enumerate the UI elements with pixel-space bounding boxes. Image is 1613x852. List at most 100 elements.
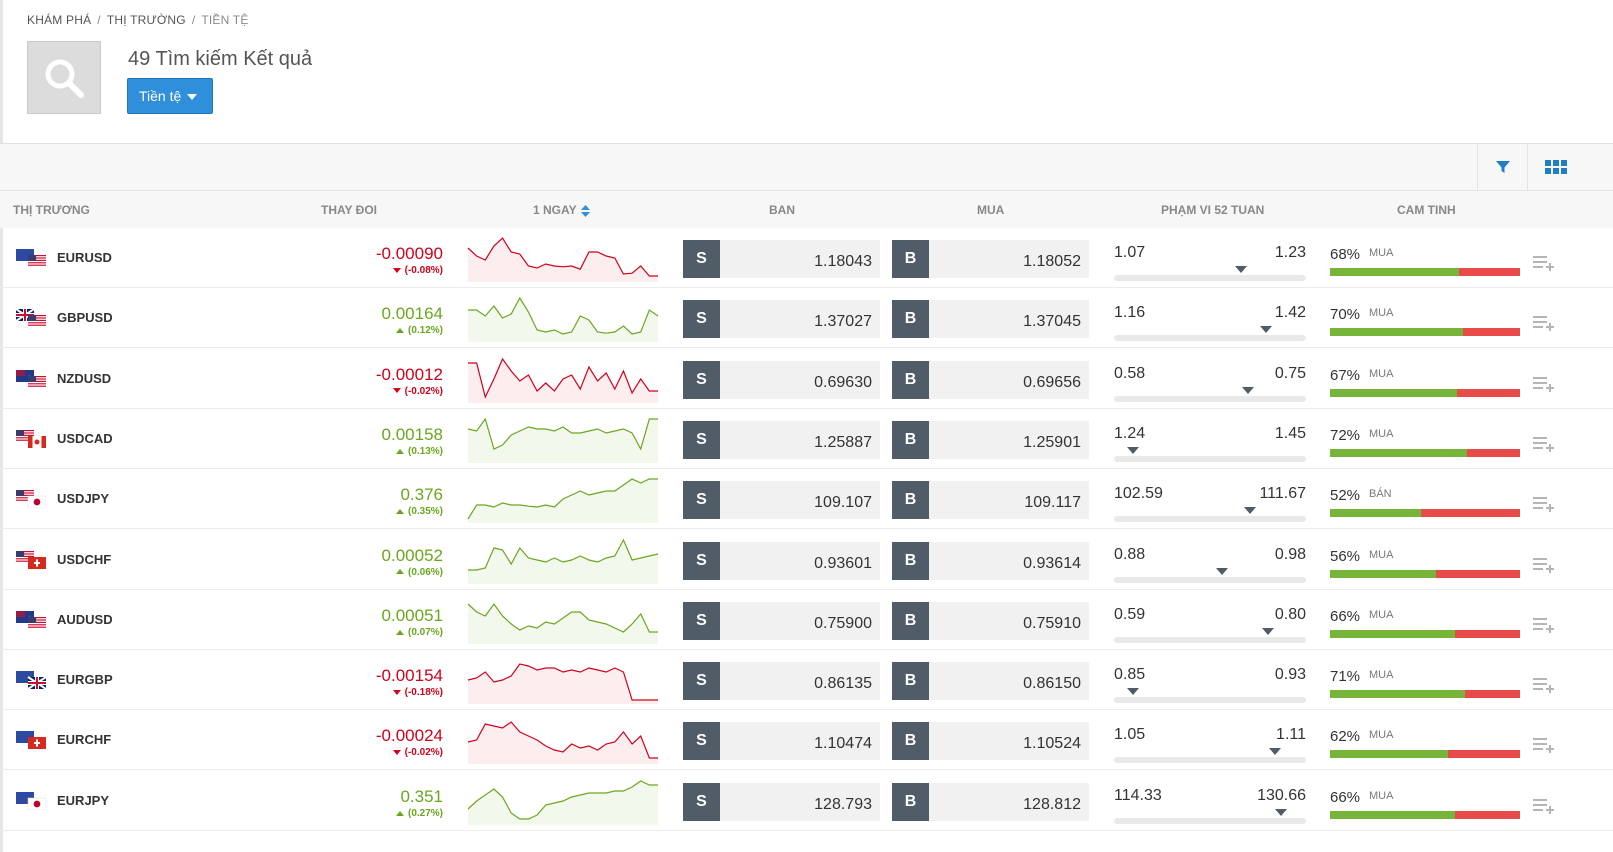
- range-52-week: 1.16 1.42: [1114, 304, 1306, 342]
- add-to-watchlist-icon[interactable]: [1533, 676, 1555, 694]
- add-to-watchlist-icon[interactable]: [1533, 616, 1555, 634]
- change-value: 0.00158: [381, 424, 443, 444]
- sell-button[interactable]: S 0.93601: [683, 541, 880, 580]
- sell-button[interactable]: S 0.69630: [683, 360, 880, 399]
- table-row[interactable]: EURUSD -0.00090 (-0.08%) S 1.18043 B 1.1…: [0, 228, 1613, 288]
- sell-button[interactable]: S 1.10474: [683, 722, 880, 761]
- table-row[interactable]: AUDUSD 0.00051 (0.07%) S 0.75900 B 0.759…: [0, 590, 1613, 650]
- table-row[interactable]: USDCHF 0.00052 (0.06%) S 0.93601 B 0.936…: [0, 530, 1613, 590]
- sell-button[interactable]: S 1.37027: [683, 300, 880, 339]
- sparkline-chart: [468, 538, 659, 584]
- trend-arrow-icon: [395, 810, 404, 816]
- buy-button[interactable]: B 1.18052: [892, 240, 1089, 278]
- column-day[interactable]: 1 NGAY: [533, 203, 590, 217]
- buy-button[interactable]: B 128.812: [892, 782, 1089, 821]
- instrument-symbol[interactable]: EURCHF: [57, 732, 112, 748]
- instrument-symbol[interactable]: USDCHF: [57, 551, 112, 567]
- sell-key: S: [683, 662, 720, 701]
- sparkline-area: [468, 358, 658, 403]
- instrument-symbol[interactable]: EURJPY: [57, 792, 110, 808]
- table-row[interactable]: EURJPY 0.351 (0.27%) S 128.793 B 128.812…: [0, 771, 1613, 831]
- change-percent-text: (0.27%): [407, 807, 443, 819]
- add-to-watchlist-icon[interactable]: [1533, 314, 1555, 332]
- buy-button[interactable]: B 0.69656: [892, 360, 1089, 399]
- sell-button[interactable]: S 128.793: [683, 782, 880, 821]
- table-row[interactable]: NZDUSD -0.00012 (-0.02%) S 0.69630 B 0.6…: [0, 349, 1613, 409]
- change-percent-text: (-0.02%): [404, 747, 443, 759]
- table-row[interactable]: USDCAD 0.00158 (0.13%) S 1.25887 B 1.259…: [0, 409, 1613, 469]
- buy-button[interactable]: B 1.10524: [892, 722, 1089, 761]
- instrument-symbol[interactable]: EURUSD: [57, 250, 112, 265]
- range-marker-icon: [1234, 266, 1247, 273]
- add-to-watchlist-icon[interactable]: [1533, 797, 1555, 815]
- grid-view-icon[interactable]: [1527, 144, 1613, 190]
- add-to-watchlist-icon[interactable]: [1533, 435, 1555, 453]
- buy-button[interactable]: B 0.75910: [892, 601, 1089, 640]
- sell-button[interactable]: S 0.86135: [683, 662, 880, 701]
- range-low: 114.33: [1114, 786, 1162, 804]
- change-value: 0.00051: [381, 605, 443, 625]
- search-tile: [27, 41, 101, 114]
- sell-button[interactable]: S 1.18043: [683, 240, 880, 278]
- change-value: -0.00154: [375, 666, 443, 686]
- table-header: THỊ TRƯƠNG THAY ĐOI 1 NGAY BAN MUA PHẠM …: [0, 191, 1613, 228]
- sparkline-area: [468, 603, 658, 644]
- sell-key: S: [683, 300, 720, 339]
- add-to-watchlist-icon[interactable]: [1533, 375, 1555, 393]
- buy-button[interactable]: B 1.25901: [892, 420, 1089, 459]
- sentiment-percent: 66%: [1330, 788, 1361, 806]
- add-to-watchlist-icon[interactable]: [1533, 254, 1555, 272]
- sell-button[interactable]: S 1.25887: [683, 420, 880, 459]
- buy-button[interactable]: B 0.86150: [892, 662, 1089, 701]
- currency-filter-button[interactable]: Tiền tệ: [127, 78, 213, 114]
- sentiment-direction: MUA: [1369, 307, 1394, 320]
- range-marker-icon: [1127, 446, 1140, 454]
- table-row[interactable]: GBPUSD 0.00164 (0.12%) S 1.37027 B 1.370…: [0, 288, 1613, 349]
- currency-pair-flag-icon: [16, 490, 46, 509]
- buy-button[interactable]: B 1.37045: [892, 300, 1089, 339]
- instrument-symbol[interactable]: AUDUSD: [57, 611, 113, 627]
- change-percent-text: (-0.02%): [404, 385, 443, 397]
- range-low: 0.88: [1114, 545, 1146, 563]
- results-title: 49 Tìm kiếm Kết quả: [128, 48, 313, 70]
- instrument-symbol[interactable]: USDJPY: [57, 491, 110, 507]
- sell-button[interactable]: S 109.107: [683, 481, 880, 520]
- instrument-symbol[interactable]: EURGBP: [57, 672, 113, 688]
- buy-price: 1.10524: [929, 722, 1089, 761]
- table-row[interactable]: USDJPY 0.376 (0.35%) S 109.107 B 109.117…: [0, 469, 1613, 530]
- column-change[interactable]: THAY ĐOI: [321, 203, 378, 217]
- filter-icon[interactable]: [1477, 144, 1527, 190]
- sell-button[interactable]: S 0.75900: [683, 601, 880, 640]
- instrument-symbol[interactable]: GBPUSD: [57, 310, 113, 326]
- range-track: [1114, 516, 1306, 523]
- column-sell[interactable]: BAN: [769, 203, 795, 217]
- table-row[interactable]: EURCHF -0.00024 (-0.02%) S 1.10474 B 1.1…: [0, 710, 1613, 771]
- sentiment-bar: [1330, 448, 1520, 457]
- toolbar: [0, 143, 1613, 191]
- sparkline-area: [468, 722, 658, 765]
- instrument-symbol[interactable]: USDCAD: [57, 430, 113, 446]
- column-market[interactable]: THỊ TRƯƠNG: [13, 203, 90, 217]
- add-to-watchlist-icon[interactable]: [1533, 736, 1555, 754]
- column-buy[interactable]: MUA: [977, 203, 1005, 217]
- sparkline-area: [468, 238, 658, 282]
- add-to-watchlist-icon[interactable]: [1533, 495, 1555, 513]
- buy-button[interactable]: B 0.93614: [892, 541, 1089, 580]
- change-value: -0.00090: [375, 244, 443, 263]
- breadcrumb-explore[interactable]: KHÁM PHÁ: [27, 13, 92, 27]
- sentiment-direction: MUA: [1369, 729, 1394, 742]
- change-percent: (0.35%): [395, 506, 443, 517]
- sentiment-percent: 70%: [1330, 306, 1361, 324]
- add-to-watchlist-icon[interactable]: [1533, 556, 1555, 574]
- range-52-week: 0.88 0.98: [1114, 545, 1306, 583]
- breadcrumb-markets[interactable]: THỊ TRƯỜNG: [106, 13, 186, 27]
- range-marker-icon: [1244, 507, 1257, 515]
- range-track: [1114, 395, 1306, 402]
- price-change: -0.00090 (-0.08%): [376, 244, 443, 276]
- sentiment-percent: 52%: [1330, 487, 1361, 505]
- column-52-week-range[interactable]: PHẠM VI 52 TUAN: [1161, 203, 1265, 217]
- buy-button[interactable]: B 109.117: [892, 481, 1089, 520]
- column-sentiment[interactable]: CAM TINH: [1397, 203, 1456, 217]
- table-row[interactable]: EURGBP -0.00154 (-0.18%) S 0.86135 B 0.8…: [0, 650, 1613, 711]
- instrument-symbol[interactable]: NZDUSD: [57, 370, 112, 386]
